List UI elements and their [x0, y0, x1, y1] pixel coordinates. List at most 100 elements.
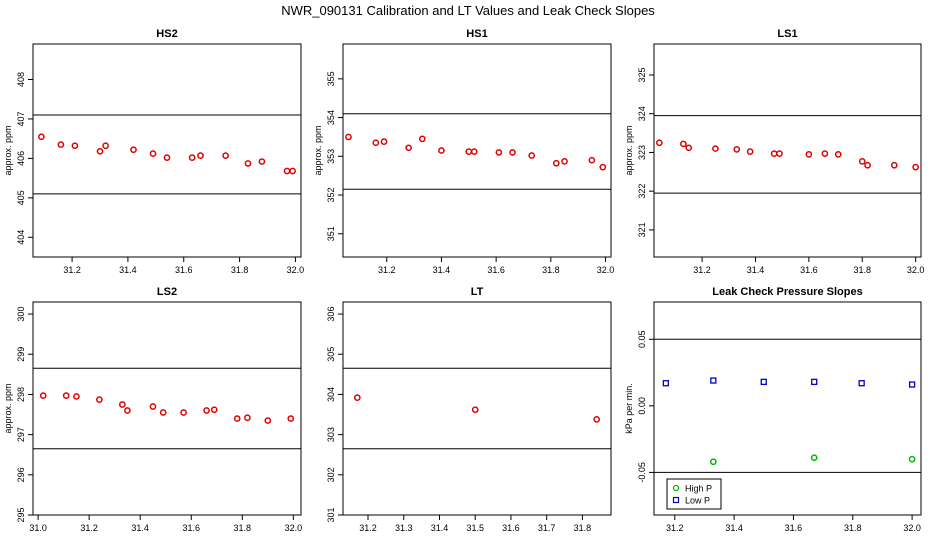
- y-tick-label: 295: [16, 507, 26, 522]
- x-tick-label: 31.5: [466, 523, 484, 533]
- y-tick-label: 322: [637, 184, 647, 199]
- y-axis-label: kPa per min.: [624, 383, 634, 434]
- data-point: [709, 458, 717, 466]
- data-point: [124, 407, 131, 414]
- data-point: [96, 147, 104, 155]
- y-tick-label: 352: [326, 188, 336, 203]
- data-point: [210, 406, 218, 414]
- data-point: [258, 158, 266, 165]
- data-point: [593, 416, 601, 423]
- chart-panels: HS2 31.2 31.4 31.6 31.8 32.0 404 405 406 407 408 ap…: [3, 28, 924, 533]
- data-point: [733, 145, 741, 153]
- y-tick-label: 408: [16, 72, 26, 87]
- panel-title: HS1: [466, 28, 487, 40]
- x-tick-label: 31.8: [853, 265, 871, 275]
- y-tick-label: 0.05: [637, 331, 647, 349]
- data-point: [197, 152, 204, 159]
- y-tick-label: 302: [326, 467, 336, 482]
- legend-marker: [672, 484, 680, 492]
- y-tick-label: 306: [326, 307, 336, 322]
- data-point: [96, 396, 103, 404]
- data-point: [159, 409, 167, 416]
- y-tick-label: 323: [637, 145, 647, 160]
- data-point: [655, 139, 663, 147]
- x-tick-label: 31.2: [63, 265, 81, 275]
- legend-marker: [672, 496, 680, 504]
- y-tick-label: -0.05: [637, 462, 647, 483]
- plot-frame: [32, 301, 302, 516]
- data-point: [912, 163, 920, 171]
- plot-frame: [653, 43, 922, 258]
- y-tick-label: 407: [16, 111, 26, 126]
- x-tick-label: 31.4: [747, 265, 765, 275]
- data-point: [353, 394, 361, 401]
- data-point: [71, 142, 79, 150]
- data-point: [57, 141, 65, 148]
- data-point: [471, 406, 479, 414]
- chart-panel-6: Leak Check Pressure Slopes 31.2 31.4 31.6 31…: [624, 286, 922, 533]
- y-tick-label: 325: [637, 67, 647, 82]
- data-point: [680, 140, 687, 148]
- data-series: [345, 133, 607, 171]
- data-point: [287, 415, 295, 422]
- panel-title: HS2: [156, 28, 177, 40]
- data-point: [746, 148, 754, 156]
- plot-frame: [342, 301, 612, 516]
- y-tick-label: 304: [326, 387, 336, 402]
- data-point: [509, 149, 516, 156]
- data-point: [710, 377, 717, 384]
- legend: High P Low P: [666, 478, 722, 510]
- panel-title: LS1: [777, 28, 797, 40]
- data-point: [244, 414, 251, 422]
- x-tick-label: 32.0: [597, 265, 615, 275]
- y-tick-label: 404: [16, 230, 26, 245]
- chart-panel-5: LT 31.2 31.3 31.4 31.5 31.6 31.7 31.8 301 302 303 3…: [326, 286, 612, 533]
- x-tick-label: 31.6: [175, 265, 193, 275]
- data-point: [438, 147, 445, 154]
- x-tick-label: 31.8: [231, 265, 249, 275]
- x-tick-label: 31.8: [234, 523, 252, 533]
- panel-title: Leak Check Pressure Slopes: [712, 286, 862, 298]
- data-point: [662, 380, 670, 387]
- x-tick-label: 32.0: [903, 523, 921, 533]
- data-point: [38, 133, 45, 141]
- data-point: [465, 148, 473, 156]
- data-point: [180, 409, 187, 416]
- figure-title: NWR_090131 Calibration and LT Values and…: [281, 3, 655, 18]
- x-tick-label: 31.2: [378, 265, 396, 275]
- data-point: [561, 157, 568, 165]
- chart-panel-2: HS1 31.2 31.4 31.6 31.8 32.0 351 352 353 354 355 ap…: [313, 28, 614, 275]
- y-tick-label: 324: [637, 106, 647, 121]
- data-point: [712, 145, 719, 152]
- data-point: [495, 149, 503, 156]
- x-tick-label: 31.4: [431, 523, 449, 533]
- data-point: [776, 150, 783, 157]
- legend-box: [666, 478, 722, 510]
- data-point: [283, 167, 291, 175]
- y-tick-label: 353: [326, 149, 336, 164]
- data-point: [380, 138, 388, 145]
- data-point: [810, 454, 818, 462]
- x-tick-label: 32.0: [907, 265, 925, 275]
- y-tick-label: 321: [637, 222, 647, 237]
- data-series: [709, 454, 916, 466]
- data-point: [528, 152, 536, 159]
- y-tick-label: 305: [326, 347, 336, 362]
- data-point: [834, 151, 842, 158]
- data-point: [588, 156, 596, 164]
- data-point: [39, 392, 47, 399]
- y-tick-label: 406: [16, 151, 26, 166]
- x-tick-label: 32.0: [285, 523, 303, 533]
- data-point: [149, 150, 157, 158]
- x-tick-label: 31.7: [538, 523, 556, 533]
- plot-frame: [342, 43, 612, 258]
- data-point: [203, 407, 210, 414]
- legend-label: High P: [685, 484, 712, 494]
- data-series: [353, 394, 601, 423]
- x-tick-label: 31.4: [119, 265, 137, 275]
- data-point: [599, 163, 607, 171]
- data-point: [864, 161, 871, 169]
- data-point: [890, 161, 898, 169]
- x-tick-label: 31.0: [29, 523, 47, 533]
